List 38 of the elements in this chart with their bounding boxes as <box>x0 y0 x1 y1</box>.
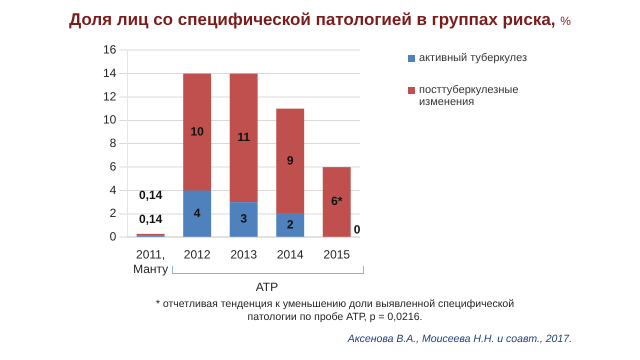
bar <box>276 214 304 237</box>
y-tick-label: 14 <box>102 66 117 80</box>
x-tick-label: 2015 <box>323 248 350 262</box>
data-label: 10 <box>190 124 204 138</box>
y-tick-label: 6 <box>110 159 117 174</box>
bar <box>276 108 304 214</box>
bar <box>183 74 212 190</box>
text: * отчетливая тенденция к уменьшению доли выявленной специфической патологии по пробе АТР, p = 0,0216. <box>154 298 516 324</box>
y-tick-label: 8 <box>110 136 117 150</box>
data-label: 0,14 <box>138 212 163 226</box>
bar <box>183 190 212 237</box>
legend-label: активный туберкулез <box>419 52 527 64</box>
y-tick-label: 16 <box>102 42 117 57</box>
data-label: 6* <box>331 194 343 208</box>
x-tick-label: 2012 <box>184 248 211 262</box>
chart-title: Доля лиц со специфической патологией в группах риска, <box>69 10 556 29</box>
x-tick-label: 2013 <box>230 248 258 262</box>
x-tick-label: 2014 <box>276 248 304 262</box>
data-label: 2 <box>286 218 294 232</box>
annotation: 0 <box>354 222 361 237</box>
y-tick-label: 12 <box>102 89 117 104</box>
y-tick-label: 2 <box>110 206 117 220</box>
text: Аксенова В.А., Моисеева Н.Н. и соавт., 2017. <box>348 333 572 345</box>
bar <box>230 202 258 237</box>
legend-label: посттуберкулезные изменения <box>419 84 520 108</box>
y-tick-label: 4 <box>110 182 117 197</box>
data-label: 4 <box>194 206 201 220</box>
y-tick-label: 0 <box>110 230 117 244</box>
x-tick-label: 2011, Манту <box>133 248 168 276</box>
bar <box>230 74 258 202</box>
text: АТР <box>256 280 278 294</box>
data-label: 9 <box>286 154 294 168</box>
data-label: 11 <box>237 130 250 144</box>
data-label: 0,14 <box>138 188 163 202</box>
bar <box>322 167 351 237</box>
data-label: 3 <box>240 212 248 226</box>
text: % <box>560 14 571 28</box>
y-tick-label: 10 <box>102 112 117 127</box>
